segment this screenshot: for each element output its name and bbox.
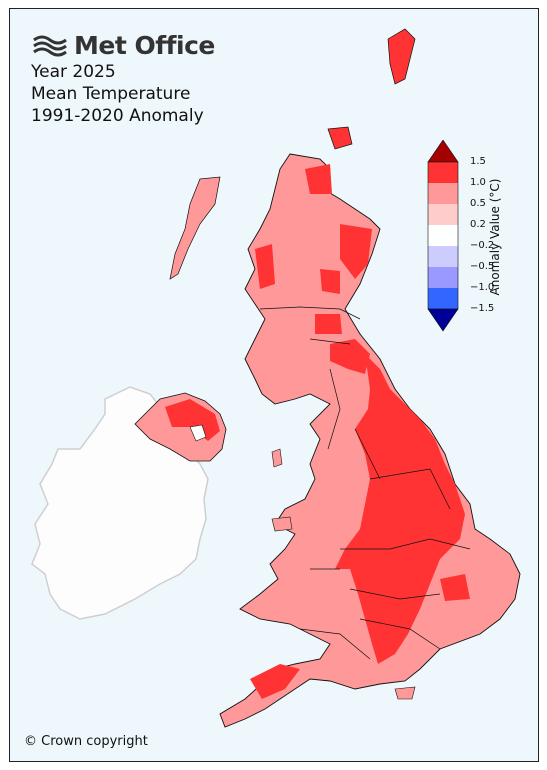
colorbar-bin	[428, 267, 458, 288]
orkney	[327, 126, 353, 150]
isle-of-man	[271, 448, 283, 468]
legend-tick: −0.2	[470, 240, 495, 251]
legend-tick: 1.0	[470, 177, 486, 188]
colorbar-bin	[428, 183, 458, 204]
lough-neagh	[189, 424, 207, 442]
logo-text: Met Office	[74, 31, 215, 60]
scotland-central-warm	[320, 269, 340, 294]
met-office-swirl-icon	[33, 35, 67, 56]
highland-west-warm	[255, 244, 275, 289]
uk-anomaly-map	[31, 28, 521, 728]
title-year: Year 2025	[31, 62, 116, 82]
scotland-belt-warm	[315, 314, 342, 334]
colorbar-arrow-bottom	[427, 308, 459, 332]
met-office-logo: Met Office	[32, 31, 215, 60]
map-frame: Met Office Year 2025 Mean Temperature 19…	[9, 8, 539, 762]
colorbar-bin	[428, 246, 458, 267]
legend-tick: −1.0	[470, 282, 495, 293]
colorbar-label: Anomaly Value (°C)	[488, 178, 502, 296]
colorbar-bin	[428, 162, 458, 183]
colorbar-bin	[428, 225, 458, 246]
isle-of-wight	[394, 686, 416, 700]
legend-tick: −1.5	[470, 303, 495, 314]
colorbar-bin	[428, 288, 458, 309]
caithness-warm	[305, 164, 332, 194]
map-title: Year 2025 Mean Temperature 1991-2020 Ano…	[31, 61, 204, 127]
legend-tick: 1.5	[470, 156, 486, 167]
outer-hebrides	[169, 176, 221, 280]
legend-tick: 0.2	[470, 219, 486, 230]
title-baseline: 1991-2020 Anomaly	[31, 106, 204, 126]
title-variable: Mean Temperature	[31, 84, 191, 104]
colorbar-arrow-top	[427, 140, 459, 163]
shetland	[387, 28, 416, 85]
anglesey	[271, 516, 293, 532]
colorbar	[427, 140, 459, 332]
ni-warm-zone	[165, 399, 220, 441]
region-boundaries	[259, 306, 471, 660]
cornwall-warm	[250, 664, 300, 699]
legend-tick: 0.5	[470, 198, 486, 209]
copyright-notice: © Crown copyright	[24, 734, 148, 749]
northeast-coast-warm	[330, 339, 370, 374]
colorbar-bin	[428, 204, 458, 225]
scotland-ne-warm	[340, 224, 372, 279]
suffolk-warm	[440, 574, 470, 601]
legend-tick: −0.5	[470, 261, 495, 272]
east-england-warm	[335, 354, 465, 664]
